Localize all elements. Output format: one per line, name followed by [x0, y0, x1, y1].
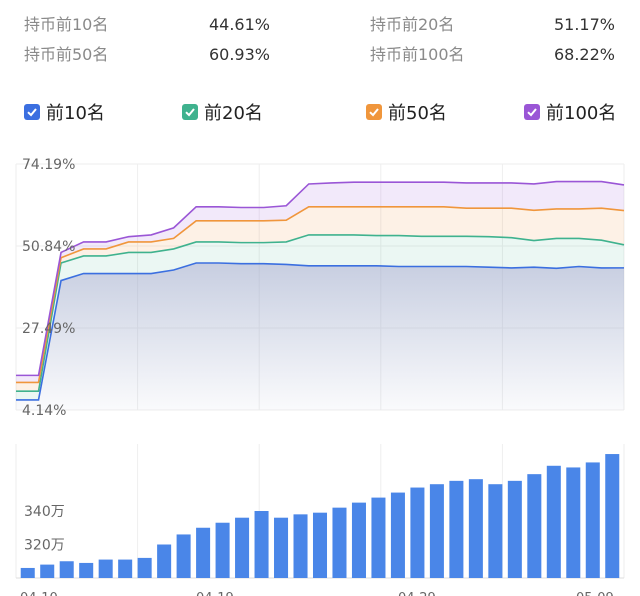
holder-count-bar	[488, 484, 503, 578]
checkbox-checked-icon[interactable]	[366, 104, 382, 120]
holder-count-bar	[605, 454, 620, 578]
checkbox-checked-icon[interactable]	[524, 104, 540, 120]
holder-count-bar	[585, 462, 600, 578]
y-tick-label: 4.14%	[22, 403, 66, 418]
holder-count-bar	[527, 474, 542, 578]
stat-label: 持币前100名	[370, 45, 465, 64]
legend-toggle-top10[interactable]: 前10名	[24, 98, 105, 126]
holder-count-bar	[20, 567, 35, 578]
holder-count-bar	[351, 502, 366, 578]
holder-count-bar	[507, 480, 522, 578]
holder-count-bar	[118, 559, 133, 578]
holder-count-bar	[157, 544, 172, 578]
holder-count-bar	[137, 557, 152, 578]
holder-count-bar	[176, 534, 191, 578]
series-line-top10	[16, 262, 625, 401]
holder-count-bar	[546, 465, 561, 578]
holder-count-bar	[196, 527, 211, 578]
holder-count-bar-chart: 340万 320万 04-10 04-19 04-29 05-09	[15, 444, 625, 596]
holder-count-bar	[40, 564, 55, 578]
holder-count-bar	[429, 484, 444, 578]
series-band-area	[16, 206, 624, 392]
legend-label: 前10名	[46, 103, 105, 124]
holder-count-bar	[215, 522, 230, 578]
x-tick-label: 04-10	[20, 591, 58, 596]
series-line-top20	[16, 234, 625, 392]
stat-value: 68.22%	[553, 45, 615, 64]
holder-count-bar	[79, 562, 94, 578]
y-tick-label: 50.84%	[22, 239, 75, 255]
holder-count-bar	[312, 512, 328, 578]
holder-count-bar	[235, 517, 250, 578]
stat-label: 持币前10名	[24, 15, 109, 34]
stat-label: 持币前20名	[370, 15, 455, 34]
holding-ratio-line-chart: 74.19% 50.84% 27.49% 4.14%	[15, 157, 625, 418]
holder-count-bar	[274, 517, 289, 578]
y-tick-label: 320万	[24, 538, 65, 554]
holder-count-bar	[371, 497, 386, 578]
legend-label: 前100名	[546, 103, 617, 124]
holder-count-bar	[468, 479, 483, 578]
stat-value: 51.17%	[553, 15, 615, 34]
holder-count-bar	[254, 511, 269, 578]
x-tick-label: 04-29	[398, 591, 436, 596]
holder-count-bar	[390, 492, 405, 578]
x-tick-label: 04-19	[196, 591, 234, 596]
stat-top50: 持币前50名 60.93%	[24, 44, 270, 66]
holder-count-bar	[98, 559, 113, 578]
holder-count-bar	[566, 467, 581, 578]
stat-top20: 持币前20名 51.17%	[370, 14, 615, 36]
holder-count-bar	[332, 507, 347, 578]
series-area-top10	[16, 262, 624, 410]
stat-value: 44.61%	[208, 15, 270, 34]
holder-count-bar	[449, 480, 464, 578]
series-band-area	[16, 181, 624, 383]
holder-count-bar	[59, 561, 74, 578]
y-tick-label: 340万	[24, 504, 65, 520]
legend-toggle-top100[interactable]: 前100名	[524, 98, 616, 126]
holder-count-bar	[293, 514, 308, 578]
legend-toggle-top50[interactable]: 前50名	[366, 98, 447, 126]
checkbox-checked-icon[interactable]	[24, 104, 40, 120]
stat-top10: 持币前10名 44.61%	[24, 14, 270, 36]
holder-count-bar	[410, 487, 425, 578]
series-band-area	[16, 234, 624, 400]
stat-top100: 持币前100名 68.22%	[370, 44, 615, 66]
series-line-top100	[16, 180, 625, 377]
x-tick-label: 05-09	[576, 591, 614, 596]
stat-label: 持币前50名	[24, 45, 109, 64]
checkbox-checked-icon[interactable]	[182, 104, 198, 120]
legend-label: 前50名	[388, 103, 447, 124]
legend-label: 前20名	[204, 103, 263, 124]
y-tick-label: 27.49%	[22, 321, 75, 337]
stat-value: 60.93%	[208, 45, 270, 64]
series-line-top50	[16, 206, 625, 384]
legend-toggle-top20[interactable]: 前20名	[182, 98, 263, 126]
y-tick-label: 74.19%	[22, 157, 75, 173]
